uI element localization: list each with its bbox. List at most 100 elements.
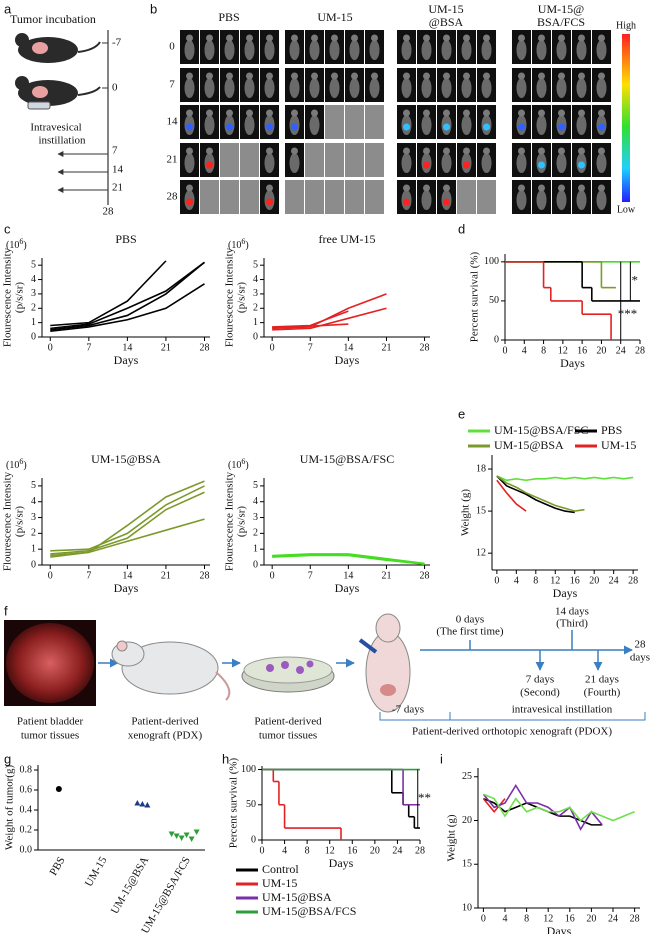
data-point [178,835,185,841]
series-line [483,793,635,822]
y-tick-label: 3 [31,512,36,523]
mouse-image [596,78,607,98]
mouse-image [266,34,273,42]
mouse-image [291,109,298,117]
annotation: *** [618,306,638,321]
dead-cell [305,180,324,214]
timeline-label: (Third) [556,618,588,630]
y-tick-label: 4 [31,274,36,285]
mouse-image [264,78,275,98]
y-tick-label: 0 [31,331,36,342]
label: Tumor incubation [10,12,96,26]
x-tick-label: 20 [589,575,599,586]
y-axis-label: Weight (g) [446,814,458,861]
x-axis-label: Days [335,581,360,595]
day-label: 21 [112,182,123,194]
timeline-label: (Fourth) [584,687,621,699]
panel-letter: a [4,1,12,16]
mouse-image [186,109,193,117]
mouse-icon [358,613,411,713]
legend-label: UM-15@BSA/FCS [262,904,356,918]
data-point [173,833,180,839]
mouse-image [441,78,452,98]
mouse-image [576,115,587,135]
y-tick-label: 50 [246,799,256,810]
mouse-image [578,109,585,117]
mouse-image [578,72,585,80]
series-line [50,491,205,555]
y-tick-label: 5 [253,259,258,270]
panel-letter: g [4,751,11,766]
mouse-image [558,34,565,42]
y-tick-label: 3 [253,512,258,523]
dead-cell [240,180,259,214]
column-header: PBS [218,10,239,24]
mouse-image [556,78,567,98]
mouse-image [369,78,380,98]
x-tick-label: 0 [260,845,265,856]
legend-label: Control [262,862,299,876]
x-tick-label: 28 [630,913,640,924]
y-axis-label: (p/s/sr) [14,282,26,314]
mouse-image [516,153,527,173]
y-tick-label: 1 [253,317,258,328]
y-tick-label: 4 [31,496,36,507]
mouse-image [206,109,213,117]
y-tick-label: 5 [31,259,36,270]
series-line [496,475,585,512]
scale-label: High [616,20,636,31]
y-tick-label: 10 [462,902,472,913]
mouse-image [516,78,527,98]
series-line [50,480,205,557]
signal [463,161,470,169]
mouse-image [596,40,607,60]
y-axis-label: Flourescence Intensity [224,247,236,347]
mouse-image [536,190,547,210]
mouse-image [598,184,605,192]
day-label: 28 [103,206,115,218]
x-tick-label: 0 [494,575,499,586]
x-axis-label: Days [114,581,139,595]
y-axis-label: Percent survival (%) [469,251,481,342]
y-tick-label: 15 [476,505,486,516]
data-point [144,802,151,808]
multiplier-part: (10 [6,460,19,471]
x-axis-label: Days [560,356,585,370]
mouse-image [331,72,338,80]
series-line [482,798,506,814]
panel-letter: f [4,603,8,618]
day-label: 7 [112,145,118,157]
timeline-label: 21 days [585,674,619,686]
mouse-image [289,40,300,60]
chart-title: UM-15@BSA [91,452,161,466]
mouse-image [558,147,565,155]
mouse-image [246,109,253,117]
x-tick-label: 0 [48,342,53,353]
mouse-image [598,147,605,155]
mouse-image [403,147,410,155]
panel-f: Patient bladder tumor tissues Patient-de… [4,606,650,742]
mouse-image [266,184,273,192]
panel-letter: h [222,751,229,766]
mouse-image [291,72,298,80]
mouse-image [184,40,195,60]
y-tick-label: 2 [31,303,36,314]
mouse-image [463,147,470,155]
signal [518,123,525,131]
caption: Patient bladder [17,716,84,728]
mouse-image [184,78,195,98]
y-axis-label: Weight of tumor(g) [4,765,16,851]
signal [443,198,450,206]
mouse-image [538,109,545,117]
mouse-image [206,34,213,42]
x-tick-label: UM-15@BSA [109,855,151,916]
mouse-image [556,40,567,60]
x-tick-label: 16 [565,913,575,924]
multiplier-part: ) [245,460,248,471]
x-tick-label: 24 [392,845,402,856]
x-tick-label: 12 [558,345,568,356]
x-tick-label: 20 [586,913,596,924]
x-tick-label: 0 [481,913,486,924]
x-tick-label: 24 [609,575,619,586]
signal [403,123,410,131]
